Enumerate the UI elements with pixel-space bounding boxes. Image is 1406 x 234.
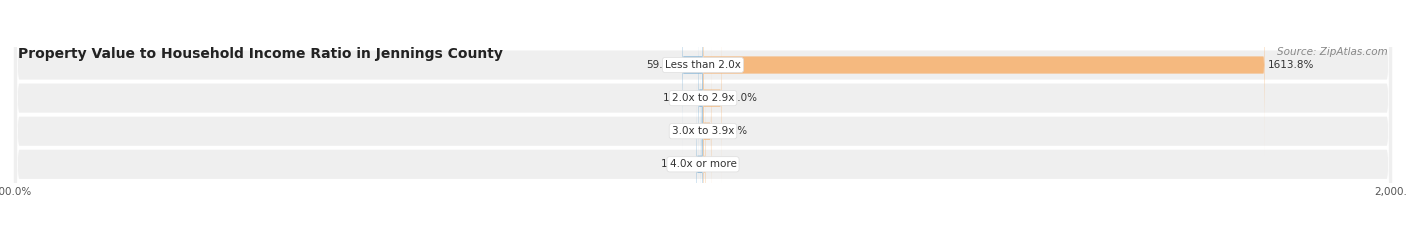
FancyBboxPatch shape: [699, 7, 703, 189]
Text: Less than 2.0x: Less than 2.0x: [665, 60, 741, 70]
FancyBboxPatch shape: [702, 40, 703, 222]
Text: 4.0x or more: 4.0x or more: [669, 159, 737, 169]
Text: 1613.8%: 1613.8%: [1267, 60, 1313, 70]
Text: Source: ZipAtlas.com: Source: ZipAtlas.com: [1277, 47, 1388, 57]
FancyBboxPatch shape: [703, 7, 721, 189]
Text: 59.5%: 59.5%: [647, 60, 679, 70]
Text: Property Value to Household Income Ratio in Jennings County: Property Value to Household Income Ratio…: [18, 47, 503, 61]
FancyBboxPatch shape: [703, 40, 711, 222]
FancyBboxPatch shape: [14, 0, 1392, 234]
Text: 2.0x to 2.9x: 2.0x to 2.9x: [672, 93, 734, 103]
FancyBboxPatch shape: [14, 0, 1392, 234]
Text: 7.5%: 7.5%: [709, 159, 735, 169]
FancyBboxPatch shape: [703, 74, 706, 234]
Text: 23.8%: 23.8%: [714, 126, 747, 136]
FancyBboxPatch shape: [703, 0, 1264, 156]
Text: 13.7%: 13.7%: [662, 93, 696, 103]
FancyBboxPatch shape: [14, 0, 1392, 234]
Text: 18.9%: 18.9%: [661, 159, 693, 169]
FancyBboxPatch shape: [696, 74, 703, 234]
FancyBboxPatch shape: [682, 0, 703, 156]
FancyBboxPatch shape: [14, 0, 1392, 234]
Text: 6.0%: 6.0%: [672, 126, 699, 136]
Text: 53.0%: 53.0%: [724, 93, 758, 103]
Text: 3.0x to 3.9x: 3.0x to 3.9x: [672, 126, 734, 136]
